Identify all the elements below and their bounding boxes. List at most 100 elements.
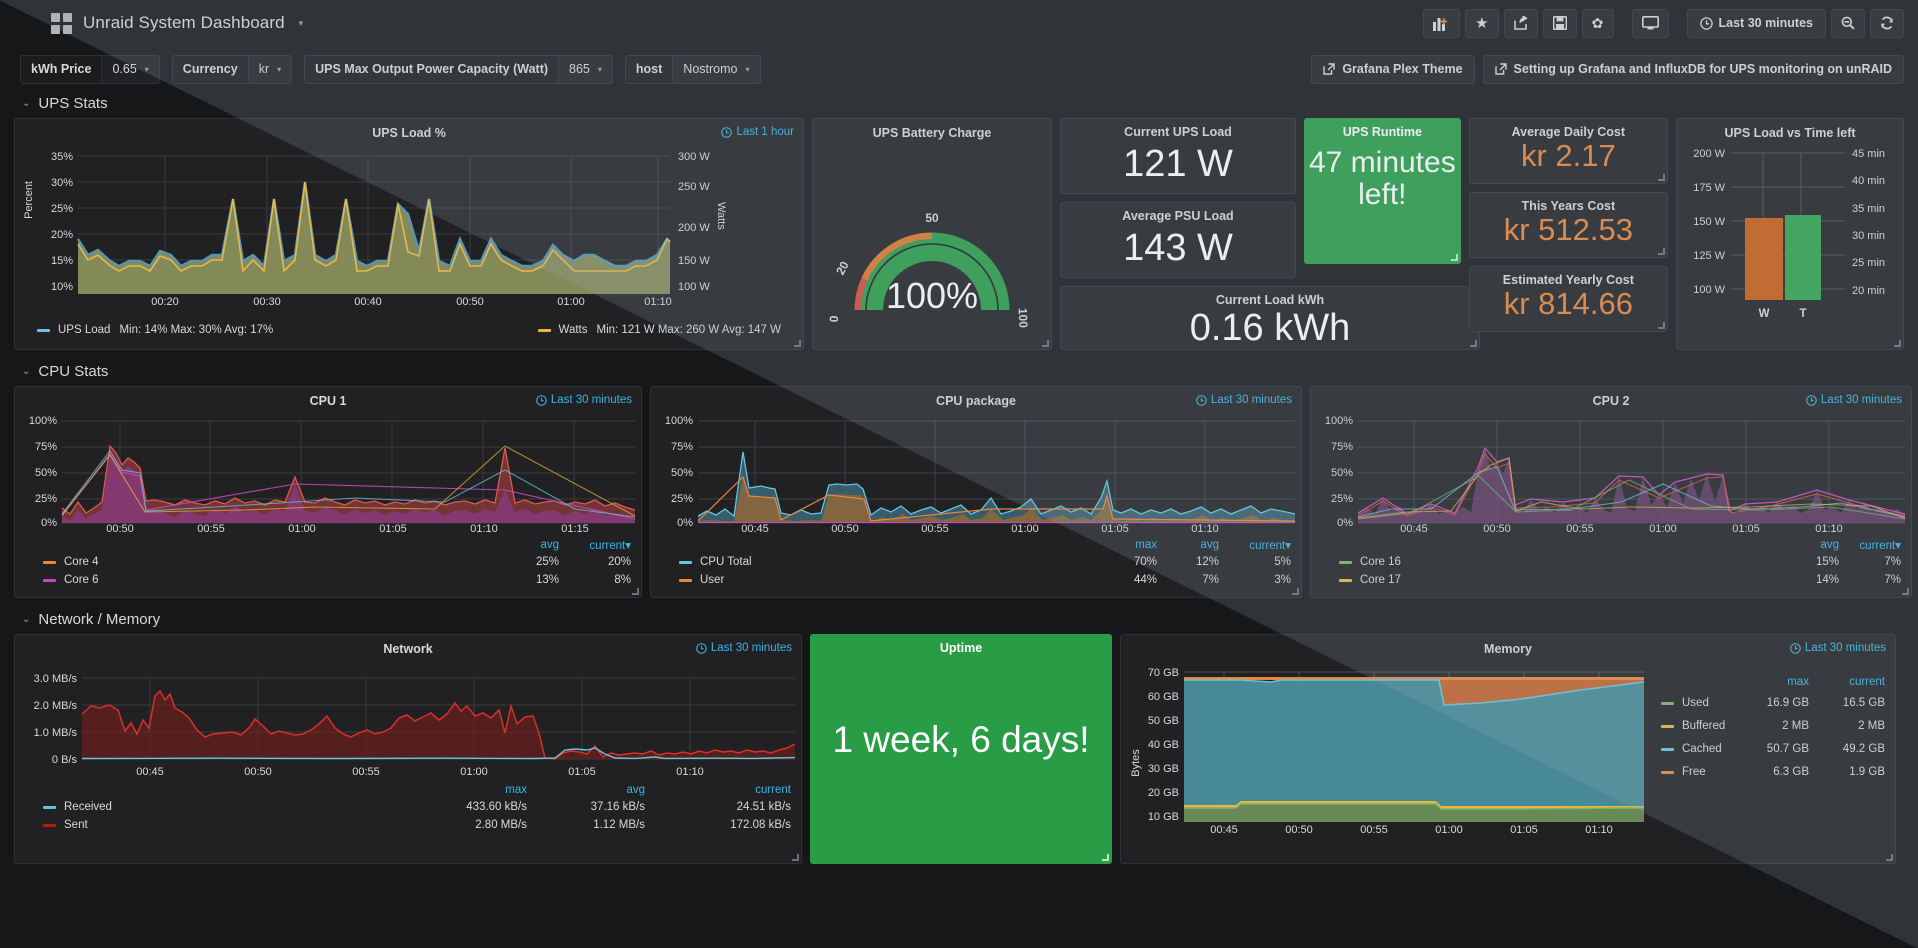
- tv-mode-button[interactable]: [1631, 8, 1669, 38]
- legend-current-value: 172.08 kB/s: [730, 819, 791, 831]
- panel-time-override[interactable]: Last 30 minutes: [536, 394, 632, 406]
- legend-header-current[interactable]: current▾: [1249, 540, 1291, 552]
- legend-header-current[interactable]: current▾: [589, 540, 631, 552]
- legend-header-avg[interactable]: avg: [1200, 539, 1219, 551]
- grid-logo-icon[interactable]: [51, 12, 72, 34]
- legend-header-current[interactable]: current▾: [1859, 540, 1901, 552]
- svg-text:150 W: 150 W: [678, 255, 710, 267]
- panel-resize-handle[interactable]: [1042, 340, 1049, 347]
- svg-text:00:50: 00:50: [106, 523, 134, 532]
- legend-item-core16[interactable]: Core 16 15% 7%: [1321, 556, 1901, 568]
- panel-time-override[interactable]: Last 30 minutes: [1806, 394, 1902, 406]
- legend-avg-value: 1.12 MB/s: [593, 819, 645, 831]
- legend-item-sent[interactable]: Sent 2.80 MB/s 1.12 MB/s 172.08 kB/s: [25, 819, 791, 831]
- legend-current-value: 2 MB: [1858, 720, 1885, 732]
- legend-header-max[interactable]: max: [505, 784, 527, 796]
- legend-item-core4[interactable]: Core 4 25% 20%: [25, 556, 631, 568]
- stat-value: kr 2.17: [1520, 138, 1616, 173]
- row-header-network-memory[interactable]: ⌄ Network / Memory: [0, 604, 1918, 634]
- legend-item-core6[interactable]: Core 6 13% 8%: [25, 574, 631, 586]
- zoom-out-button[interactable]: [1831, 8, 1865, 38]
- variable-value[interactable]: 0.65 ▾: [102, 56, 158, 83]
- page-title[interactable]: Unraid System Dashboard: [83, 13, 285, 32]
- panel-resize-handle[interactable]: [1470, 340, 1477, 347]
- add-panel-button[interactable]: [1423, 8, 1461, 38]
- legend-header-current[interactable]: current: [755, 784, 791, 796]
- panel-resize-handle[interactable]: [792, 854, 799, 861]
- panel-resize-handle[interactable]: [1292, 588, 1299, 595]
- legend-header-avg[interactable]: avg: [1820, 539, 1839, 551]
- legend-item-used[interactable]: Used 16.9 GB 16.5 GB: [1661, 697, 1885, 709]
- network-legend: max avg current Received 433.60 kB/s 37.…: [15, 778, 801, 837]
- settings-button[interactable]: ✿: [1581, 8, 1614, 38]
- panel-time-override[interactable]: Last 30 minutes: [1196, 394, 1292, 406]
- legend-item-user[interactable]: User 44% 7% 3%: [661, 574, 1291, 586]
- panel-resize-handle[interactable]: [1894, 340, 1901, 347]
- panel-ups-load-vs-time: UPS Load vs Time left 200 W 175 W 150 W 12…: [1676, 118, 1904, 350]
- panel-resize-handle[interactable]: [1886, 854, 1893, 861]
- svg-text:0%: 0%: [41, 517, 57, 529]
- svg-text:00:55: 00:55: [352, 766, 380, 778]
- legend-color-swatch: [1661, 701, 1674, 705]
- ups-cost-column: Average Daily Cost kr 2.17 This Years Co…: [1468, 118, 1668, 350]
- panel-time-label: Last 30 minutes: [1210, 394, 1292, 406]
- legend-item-received[interactable]: Received 433.60 kB/s 37.16 kB/s 24.51 kB…: [25, 801, 791, 813]
- legend-header-max[interactable]: max: [1787, 676, 1809, 688]
- save-button[interactable]: [1542, 8, 1577, 38]
- variable-value[interactable]: 865 ▾: [559, 56, 612, 83]
- legend-color-swatch: [43, 823, 56, 827]
- panel-resize-handle[interactable]: [1658, 174, 1665, 181]
- svg-text:30 GB: 30 GB: [1148, 763, 1179, 775]
- row-header-ups-stats[interactable]: ⌄ UPS Stats: [0, 88, 1918, 118]
- legend-item-buffered[interactable]: Buffered 2 MB 2 MB: [1661, 720, 1885, 732]
- svg-text:100 W: 100 W: [1693, 284, 1725, 296]
- legend-item-watts[interactable]: Watts Min: 121 W Max: 260 W Avg: 147 W: [537, 324, 781, 336]
- legend-max-value: 44%: [1133, 574, 1157, 586]
- ups-load-chart: Percent 35% 30% 25% 20% 15% 10% 300 W 250 W 20…: [23, 151, 727, 308]
- variable-host[interactable]: host Nostromo ▾: [624, 54, 761, 84]
- refresh-button[interactable]: [1870, 8, 1904, 38]
- panel-resize-handle[interactable]: [1450, 254, 1458, 261]
- panel-time-override[interactable]: Last 1 hour: [721, 126, 794, 138]
- svg-text:45 min: 45 min: [1852, 148, 1885, 160]
- panel-time-override[interactable]: Last 30 minutes: [1790, 642, 1886, 654]
- favorite-button[interactable]: ★: [1465, 8, 1499, 38]
- legend-header-avg[interactable]: avg: [626, 784, 645, 796]
- variable-ups-max-output[interactable]: UPS Max Output Power Capacity (Watt) 865…: [304, 54, 613, 84]
- legend-item-free[interactable]: Free 6.3 GB 1.9 GB: [1661, 766, 1885, 778]
- svg-text:00:55: 00:55: [1360, 824, 1388, 836]
- row-header-cpu-stats[interactable]: ⌄ CPU Stats: [0, 356, 1918, 386]
- legend-item-core17[interactable]: Core 17 14% 7%: [1321, 574, 1901, 586]
- legend-current-value: 3%: [1274, 574, 1291, 586]
- legend-item-ups-load[interactable]: UPS Load Min: 14% Max: 30% Avg: 17%: [37, 324, 273, 336]
- panel-resize-handle[interactable]: [1658, 322, 1665, 329]
- panel-resize-handle[interactable]: [1658, 248, 1665, 255]
- panel-time-override[interactable]: Last 30 minutes: [696, 642, 792, 654]
- svg-text:35 min: 35 min: [1852, 203, 1885, 215]
- variable-currency[interactable]: Currency kr ▾: [171, 54, 293, 84]
- chevron-down-icon[interactable]: ▾: [298, 17, 304, 28]
- variable-kwh-price[interactable]: kWh Price 0.65 ▾: [20, 54, 160, 84]
- share-button[interactable]: [1503, 8, 1538, 38]
- legend-header-max[interactable]: max: [1135, 539, 1157, 551]
- cpu1-legend: avg current▾ Core 4 25% 20% Core 6 13% 8…: [15, 532, 641, 592]
- svg-text:00:50: 00:50: [1285, 824, 1313, 836]
- legend-header-avg[interactable]: avg: [540, 539, 559, 551]
- legend-current-value: 20%: [607, 556, 631, 568]
- panel-resize-handle[interactable]: [632, 588, 639, 595]
- template-variables-row: kWh Price 0.65 ▾ Currency kr ▾ UPS Max O…: [0, 46, 1918, 88]
- panel-resize-handle[interactable]: [1102, 854, 1109, 861]
- dashboard-link-ups-guide[interactable]: Setting up Grafana and InfluxDB for UPS …: [1482, 54, 1904, 84]
- variable-value[interactable]: kr ▾: [249, 56, 291, 83]
- panel-resize-handle[interactable]: [1902, 588, 1909, 595]
- legend-color-swatch: [43, 805, 56, 809]
- time-range-picker[interactable]: Last 30 minutes: [1686, 8, 1826, 38]
- chevron-down-icon: ▾: [745, 64, 750, 74]
- dashboard-link-plex-theme[interactable]: Grafana Plex Theme: [1311, 54, 1475, 84]
- legend-item-cached[interactable]: Cached 50.7 GB 49.2 GB: [1661, 743, 1885, 755]
- svg-text:0%: 0%: [1337, 517, 1353, 529]
- legend-item-cpu-total[interactable]: CPU Total 70% 12% 5%: [661, 556, 1291, 568]
- legend-header-current[interactable]: current: [1849, 676, 1885, 688]
- panel-resize-handle[interactable]: [794, 340, 801, 347]
- variable-value[interactable]: Nostromo ▾: [673, 56, 759, 83]
